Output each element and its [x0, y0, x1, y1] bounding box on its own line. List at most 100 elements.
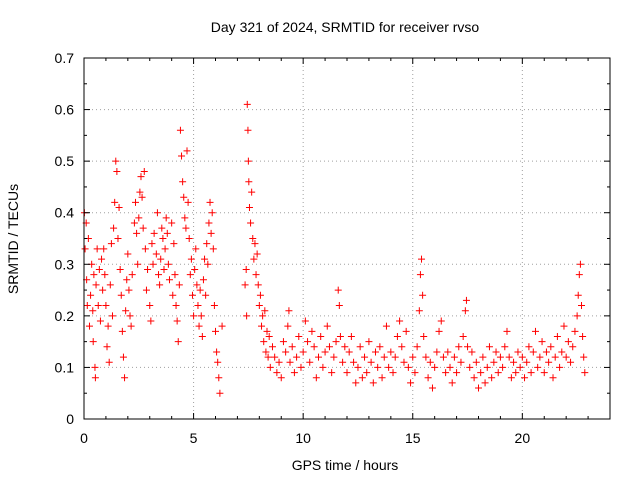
data-point	[350, 358, 358, 366]
data-point	[418, 255, 426, 263]
data-point	[319, 363, 327, 371]
data-point	[558, 348, 566, 356]
data-point	[99, 286, 107, 294]
data-points	[80, 100, 589, 397]
data-point	[147, 317, 155, 325]
data-point	[352, 379, 360, 387]
data-point	[433, 348, 441, 356]
data-point	[172, 302, 180, 310]
data-point	[123, 276, 131, 284]
data-point	[256, 291, 264, 299]
data-point	[531, 327, 539, 335]
data-point	[90, 271, 98, 279]
data-point	[574, 291, 582, 299]
data-point	[328, 369, 336, 377]
data-point	[293, 353, 301, 361]
data-point	[208, 209, 216, 217]
y-tick-label: 0.5	[55, 153, 75, 169]
data-point	[139, 224, 147, 232]
y-tick-label: 0.6	[55, 102, 75, 118]
data-point	[108, 312, 116, 320]
data-point	[503, 327, 511, 335]
data-point	[564, 338, 572, 346]
data-point	[286, 358, 294, 366]
data-point	[140, 167, 148, 175]
data-point	[545, 358, 553, 366]
data-point	[141, 245, 149, 253]
data-point	[409, 353, 417, 361]
data-point	[103, 343, 111, 351]
data-point	[312, 374, 320, 382]
data-point	[124, 250, 132, 258]
data-point	[402, 327, 410, 335]
data-point	[215, 374, 223, 382]
data-point	[198, 332, 206, 340]
data-point	[343, 369, 351, 377]
plot-frame	[83, 57, 611, 420]
x-tick-label: 20	[515, 430, 531, 446]
data-point	[184, 198, 192, 206]
data-point	[83, 302, 91, 310]
data-point	[202, 291, 210, 299]
data-point	[295, 332, 303, 340]
data-point	[203, 240, 211, 248]
data-point	[376, 343, 384, 351]
data-point	[174, 338, 182, 346]
data-point	[536, 353, 544, 361]
data-point	[243, 100, 251, 108]
y-tick-label: 0.3	[55, 256, 75, 272]
data-point	[424, 374, 432, 382]
data-point	[336, 332, 344, 340]
data-point	[462, 296, 470, 304]
data-point	[130, 219, 138, 227]
data-point	[126, 312, 134, 320]
data-point	[181, 214, 189, 222]
data-point	[199, 276, 207, 284]
data-point	[332, 338, 340, 346]
data-point	[358, 374, 366, 382]
data-point	[363, 369, 371, 377]
data-point	[580, 353, 588, 361]
data-point	[176, 126, 184, 134]
data-point	[192, 245, 200, 253]
data-point	[117, 291, 125, 299]
data-point	[457, 358, 465, 366]
data-point	[111, 198, 119, 206]
data-point	[133, 229, 141, 237]
data-point	[459, 332, 467, 340]
data-point	[277, 374, 285, 382]
x-tick-label: 0	[80, 430, 88, 446]
data-point	[389, 369, 397, 377]
data-point	[581, 369, 589, 377]
data-point	[149, 260, 157, 268]
data-point	[448, 379, 456, 387]
data-point	[512, 369, 520, 377]
data-point	[398, 343, 406, 351]
data-point	[492, 348, 500, 356]
data-point	[284, 322, 292, 330]
data-point	[569, 343, 577, 351]
data-point	[89, 307, 97, 315]
data-point	[142, 286, 150, 294]
data-point	[243, 312, 251, 320]
data-point	[549, 374, 557, 382]
data-point	[285, 307, 293, 315]
data-point	[437, 317, 445, 325]
data-point	[453, 369, 461, 377]
data-point	[562, 353, 570, 361]
data-point	[165, 276, 173, 284]
data-point	[365, 338, 373, 346]
data-point	[169, 291, 177, 299]
data-point	[325, 343, 333, 351]
data-point	[92, 281, 100, 289]
data-point	[95, 265, 103, 273]
data-point	[315, 353, 323, 361]
data-point	[253, 250, 261, 258]
data-point	[193, 281, 201, 289]
data-point	[159, 235, 167, 242]
x-tick-label: 5	[190, 430, 198, 446]
data-point	[575, 271, 583, 279]
data-point	[252, 271, 260, 279]
data-point	[132, 198, 140, 206]
data-point	[378, 374, 386, 382]
